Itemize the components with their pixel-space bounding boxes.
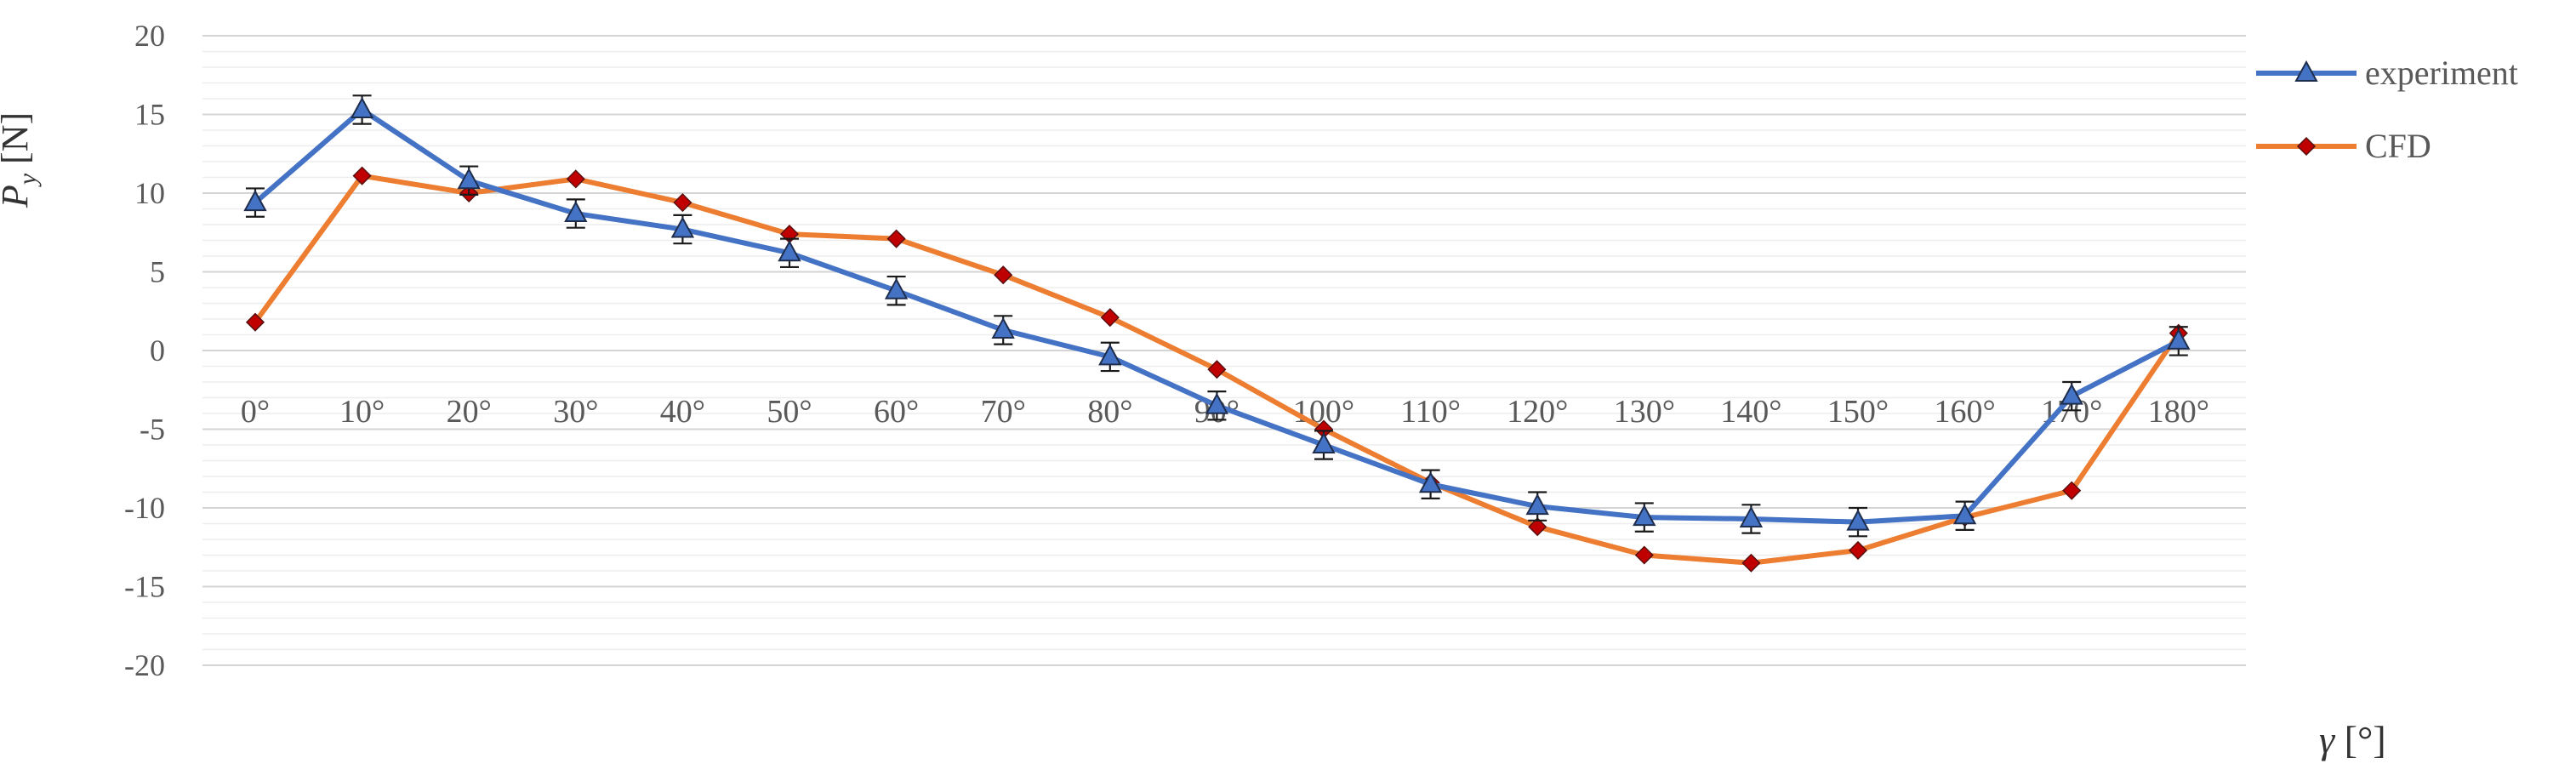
- data-point: [886, 229, 906, 248]
- x-tick-label: 70°: [981, 394, 1026, 430]
- data-point: [1525, 493, 1549, 516]
- gridlines: [202, 35, 2246, 666]
- x-tick-label: 110°: [1400, 394, 1461, 430]
- data-point: [1418, 471, 1443, 493]
- y-tick-label: 0: [150, 333, 165, 368]
- data-point: [350, 96, 374, 118]
- data-point: [1846, 509, 1870, 531]
- legend-marker: [2296, 136, 2317, 157]
- x-axis-symbol: γ: [2319, 718, 2336, 761]
- y-tick-label: 20: [134, 19, 165, 53]
- legend-label: CFD: [2365, 127, 2431, 165]
- data-point: [352, 166, 372, 185]
- data-point: [243, 190, 267, 212]
- y-tick-label: -20: [124, 648, 165, 682]
- data-point: [991, 316, 1015, 339]
- data-point: [2062, 481, 2082, 500]
- legend-item-experiment: experiment: [2256, 54, 2518, 92]
- series-cfd: [245, 166, 2188, 573]
- data-point: [2060, 383, 2083, 405]
- data-point: [566, 169, 585, 189]
- data-point: [778, 240, 801, 262]
- data-point: [1207, 360, 1227, 379]
- y-tick-label: 5: [150, 255, 165, 289]
- data-point: [1312, 431, 1336, 453]
- data-point: [1633, 505, 1656, 527]
- legend-item-cfd: CFD: [2256, 127, 2431, 165]
- data-point: [564, 200, 588, 223]
- series-experiment: [243, 94, 2191, 538]
- data-point: [1100, 308, 1120, 328]
- x-tick-label: 30°: [553, 394, 598, 430]
- y-tick-label: -5: [140, 413, 165, 447]
- x-tick-label: 10°: [339, 394, 385, 430]
- x-tick-label: 40°: [660, 394, 705, 430]
- data-point: [1528, 517, 1547, 537]
- data-point: [670, 216, 695, 238]
- data-point: [1205, 392, 1229, 414]
- data-point: [884, 277, 909, 299]
- data-point: [673, 193, 692, 213]
- x-tick-label: 50°: [767, 394, 812, 430]
- data-point: [1741, 553, 1761, 573]
- x-tick-label: 60°: [874, 394, 919, 430]
- data-point: [1739, 505, 1764, 527]
- x-tick-label: 120°: [1507, 394, 1568, 430]
- x-tick-label: 20°: [447, 394, 492, 430]
- x-tick-label: 180°: [2148, 394, 2209, 430]
- y-tick-label: 15: [134, 98, 165, 132]
- x-axis-label: γ [°]: [2319, 718, 2386, 761]
- x-axis-unit: [°]: [2345, 718, 2386, 761]
- y-axis-subscript: y: [14, 173, 42, 187]
- y-tick-label: -15: [124, 570, 165, 604]
- data-point: [1952, 503, 1977, 525]
- x-tick-label: 140°: [1720, 394, 1781, 430]
- y-tick-labels: 20 15 10 5 0 -5 -10 -15 -20: [124, 19, 165, 682]
- data-point: [1098, 344, 1122, 366]
- y-tick-label: -10: [124, 491, 165, 525]
- legend-marker: [2294, 60, 2318, 82]
- y-axis-symbol: P: [0, 185, 36, 208]
- y-tick-label: 10: [134, 176, 165, 210]
- data-point: [245, 312, 265, 332]
- legend-label: experiment: [2365, 54, 2518, 92]
- x-tick-label: 130°: [1614, 394, 1675, 430]
- x-tick-label: 80°: [1087, 394, 1132, 430]
- x-tick-label: 0°: [241, 394, 270, 430]
- x-tick-labels: 0°10°20°30°40°50°60°70°80°90°100°110°120…: [241, 394, 2209, 430]
- y-axis-label: Py [N]: [0, 112, 42, 208]
- x-tick-label: 150°: [1827, 394, 1889, 430]
- data-point: [1848, 540, 1868, 561]
- data-point: [994, 265, 1013, 285]
- series-group: [243, 94, 2191, 573]
- data-point: [2167, 328, 2191, 350]
- legend: experiment CFD: [2256, 54, 2518, 165]
- svg-text:γ [°]: γ [°]: [2319, 718, 2386, 761]
- y-axis-unit: [N]: [0, 112, 36, 164]
- data-point: [1634, 545, 1654, 565]
- svg-text:Py [N]: Py [N]: [0, 112, 42, 208]
- x-tick-label: 160°: [1934, 394, 1995, 430]
- data-point: [457, 168, 481, 190]
